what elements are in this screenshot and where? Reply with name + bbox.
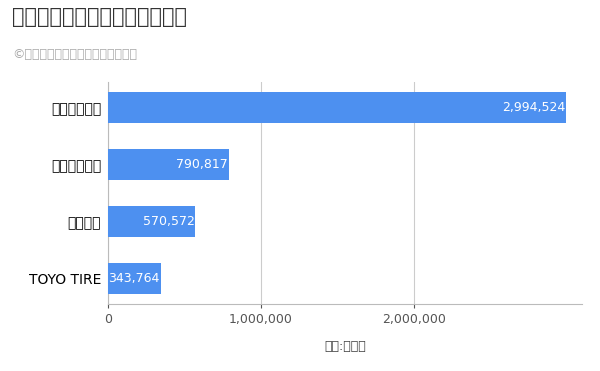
Text: タイヤ業界の売上高ランキング: タイヤ業界の売上高ランキング xyxy=(12,7,187,27)
Text: 343,764: 343,764 xyxy=(109,272,160,285)
Text: ©ひと目で分かる売上高ランキング: ©ひと目で分かる売上高ランキング xyxy=(12,48,137,61)
Bar xyxy=(108,92,566,123)
Text: 570,572: 570,572 xyxy=(143,215,194,228)
Bar xyxy=(108,149,229,180)
X-axis label: 単位:百万円: 単位:百万円 xyxy=(324,340,366,353)
Text: 790,817: 790,817 xyxy=(176,158,228,171)
Text: 2,994,524: 2,994,524 xyxy=(502,101,565,114)
Bar xyxy=(108,206,195,237)
Bar xyxy=(108,263,161,294)
